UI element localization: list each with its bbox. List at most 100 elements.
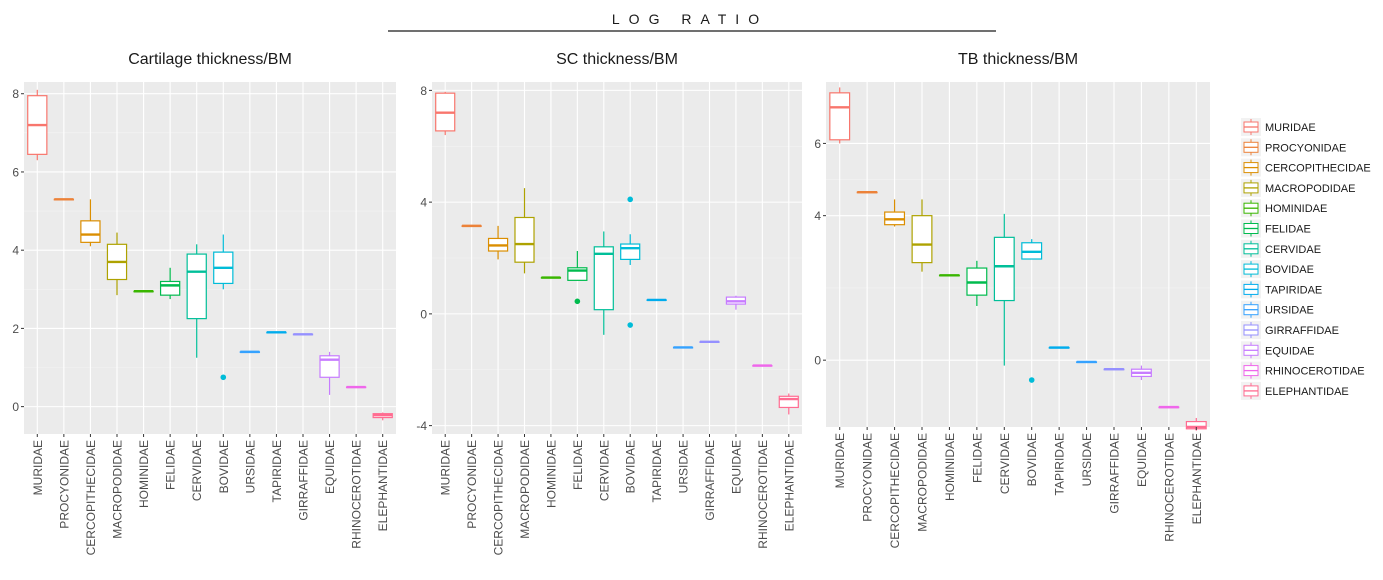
box-bovidae xyxy=(1021,239,1043,383)
legend-label: RHINOCEROTIDAE xyxy=(1265,366,1365,378)
box-rhinocerotidae xyxy=(1158,405,1180,409)
y-tick-label: 4 xyxy=(12,244,19,258)
box-felidae xyxy=(966,260,988,306)
box-girraffidae xyxy=(699,340,720,344)
x-tick-label: MACROPODIDAE xyxy=(111,440,125,539)
box-body xyxy=(993,236,1015,302)
y-tick-label: 4 xyxy=(814,209,821,223)
outlier-point xyxy=(220,374,227,381)
box-ursidae xyxy=(672,346,694,349)
box-body xyxy=(911,215,933,264)
outlier-point xyxy=(574,298,581,305)
x-tick-label: EQUIDAE xyxy=(729,440,743,494)
box-body xyxy=(829,92,851,141)
box-bovidae xyxy=(213,234,234,381)
box-body xyxy=(514,216,535,263)
x-tick-label: RHINOCEROTIDAE xyxy=(1162,433,1176,542)
y-tick-label: 6 xyxy=(12,165,19,179)
box-bovidae xyxy=(620,196,641,328)
box-body xyxy=(319,355,340,378)
box-body xyxy=(80,220,101,243)
legend-label: HOMINIDAE xyxy=(1265,203,1327,215)
y-tick-label: 0 xyxy=(12,400,19,414)
panel-background xyxy=(24,82,396,434)
legend-label: CERVIDAE xyxy=(1265,244,1321,256)
x-tick-label: TAPIRIDAE xyxy=(270,440,284,502)
x-tick-label: ELEPHANTIDAE xyxy=(376,440,390,531)
box-rhinocerotidae xyxy=(345,385,367,389)
box-macropodidae xyxy=(514,188,535,274)
legend-label: MURIDAE xyxy=(1265,122,1316,134)
box-tapiridae xyxy=(266,331,287,334)
box-equidae xyxy=(319,351,340,395)
box-hominidae xyxy=(540,276,562,279)
legend-entry-cercopithecidae: CERCOPITHECIDAE xyxy=(1241,158,1371,177)
legend-label: ELEPHANTIDAE xyxy=(1265,386,1349,398)
box-ursidae xyxy=(1076,360,1098,364)
x-tick-label: FELIDAE xyxy=(970,433,984,483)
legend-entry-girraffidae: GIRRAFFIDAE xyxy=(1241,321,1339,339)
figure-title: LOG RATIO xyxy=(612,11,768,27)
legend-entry-hominidae: HOMINIDAE xyxy=(1241,199,1327,218)
legend: MURIDAE PROCYONIDAE CERCOPITHECIDAE MACROPO… xyxy=(1241,118,1371,400)
box-elephantidae xyxy=(778,393,799,415)
box-equidae xyxy=(1130,365,1152,381)
x-tick-label: GIRRAFFIDAE xyxy=(1108,433,1122,514)
y-tick-label: 8 xyxy=(12,87,19,101)
x-tick-label: RHINOCEROTIDAE xyxy=(756,440,770,549)
legend-entry-muridae: MURIDAE xyxy=(1241,118,1316,136)
panel-title: SC thickness/BM xyxy=(556,51,678,68)
box-muridae xyxy=(829,87,851,144)
legend-entry-rhinocerotidae: RHINOCEROTIDAE xyxy=(1241,361,1365,380)
box-hominidae xyxy=(133,290,154,293)
box-tapiridae xyxy=(1048,346,1070,349)
legend-label: URSIDAE xyxy=(1265,305,1314,317)
x-tick-label: RHINOCEROTIDAE xyxy=(350,440,364,549)
x-tick-label: ELEPHANTIDAE xyxy=(1190,433,1204,524)
y-tick-label: 4 xyxy=(420,196,427,210)
legend-label: BOVIDAE xyxy=(1265,264,1314,276)
box-cervidae xyxy=(993,213,1015,366)
box-girraffidae xyxy=(1103,367,1125,371)
box-cervidae xyxy=(593,231,614,335)
box-felidae xyxy=(567,251,588,305)
x-tick-label: GIRRAFFIDAE xyxy=(703,440,717,521)
legend-label: FELIDAE xyxy=(1265,224,1311,236)
box-body xyxy=(593,246,614,311)
y-tick-label: 6 xyxy=(814,137,821,151)
x-tick-label: CERCOPITHECIDAE xyxy=(84,440,98,555)
panel-1: Cartilage thickness/BM 0 2 4 6 8 MURIDAE PROCYO… xyxy=(12,51,396,555)
x-tick-label: HOMINIDAE xyxy=(544,440,558,508)
x-tick-label: PROCYONIDAE xyxy=(57,440,71,529)
outlier-point xyxy=(627,322,634,328)
panel-background xyxy=(826,82,1210,427)
panels-group: Cartilage thickness/BM 0 2 4 6 8 MURIDAE PROCYO… xyxy=(12,51,1210,555)
legend-label: EQUIDAE xyxy=(1265,345,1315,357)
box-macropodidae xyxy=(911,199,933,272)
x-tick-label: CERVIDAE xyxy=(998,433,1012,494)
x-tick-label: CERVIDAE xyxy=(597,440,611,501)
box-rhinocerotidae xyxy=(752,364,773,367)
x-tick-label: HOMINIDAE xyxy=(137,440,151,508)
x-tick-label: URSIDAE xyxy=(677,440,691,493)
legend-label: CERCOPITHECIDAE xyxy=(1265,163,1371,175)
y-tick-label: 8 xyxy=(420,84,427,98)
legend-entry-procyonidae: PROCYONIDAE xyxy=(1241,138,1346,157)
legend-entry-macropodidae: MACROPODIDAE xyxy=(1241,178,1355,197)
x-tick-label: TAPIRIDAE xyxy=(650,440,664,502)
x-tick-label: URSIDAE xyxy=(243,440,257,493)
box-procyonidae xyxy=(856,190,878,194)
x-tick-label: EQUIDAE xyxy=(323,440,337,494)
panel-title: TB thickness/BM xyxy=(958,51,1078,68)
x-tick-label: MURIDAE xyxy=(833,433,847,488)
x-tick-label: MACROPODIDAE xyxy=(518,440,532,539)
box-cercopithecidae xyxy=(884,199,906,227)
box-tapiridae xyxy=(646,298,667,302)
x-tick-label: HOMINIDAE xyxy=(943,433,957,501)
legend-entry-equidae: EQUIDAE xyxy=(1241,341,1315,360)
legend-entry-felidae: FELIDAE xyxy=(1241,219,1311,238)
x-tick-label: FELIDAE xyxy=(571,440,585,490)
box-macropodidae xyxy=(106,232,128,296)
panel-3: TB thickness/BM 0 4 6 MURIDAE PROCYONIDAE CERC… xyxy=(814,51,1210,548)
